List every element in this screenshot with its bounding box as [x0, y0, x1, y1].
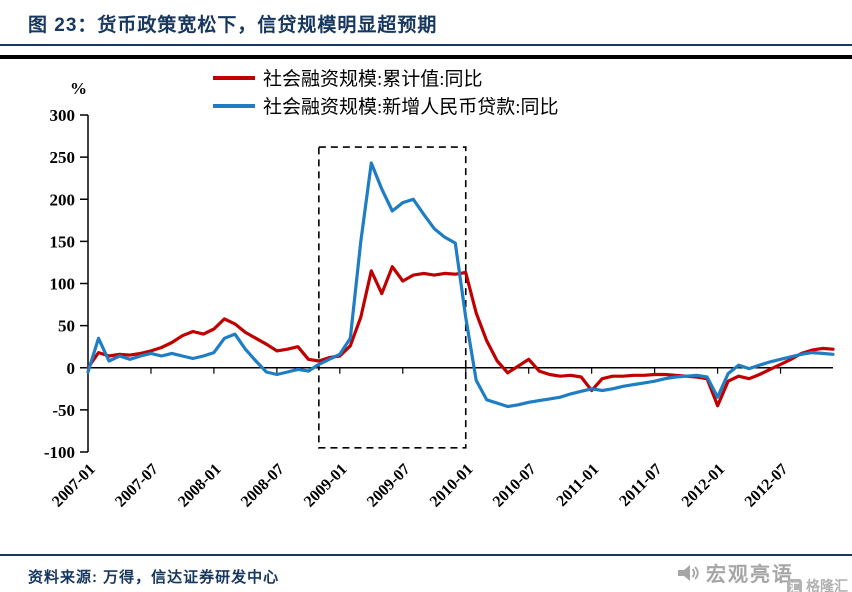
- chart-top-border: [0, 55, 852, 59]
- y-tick-label: -50: [52, 401, 75, 420]
- y-tick-label: 0: [67, 359, 76, 378]
- legend-label-blue: 社会融资规模:新增人民币贷款:同比: [263, 96, 559, 118]
- line-chart: 社会融资规模:累计值:同比 社会融资规模:新增人民币贷款:同比 % 300 250…: [44, 68, 835, 511]
- x-tick-label: 2010-07: [490, 461, 540, 511]
- series-line-1: [86, 161, 835, 409]
- highlight-box: [318, 146, 467, 449]
- x-tick-label: 2011-07: [616, 461, 665, 510]
- x-tick-label: 2010-01: [427, 461, 477, 511]
- title-divider: [0, 44, 852, 46]
- y-tick-label: 200: [50, 190, 76, 209]
- x-tick-label: 2012-01: [679, 461, 729, 511]
- y-tick-label: 150: [50, 232, 76, 251]
- y-tick-label: 300: [50, 106, 76, 125]
- x-tick-label: 2007-01: [49, 461, 99, 511]
- gelonghui-text: 格隆汇: [806, 578, 848, 592]
- y-tick-label: 50: [58, 317, 75, 336]
- gelonghui-icon: 汇: [787, 578, 802, 592]
- x-tick-label: 2011-01: [553, 461, 602, 510]
- legend-label-red: 社会融资规模:累计值:同比: [263, 68, 483, 90]
- y-tick-label: 250: [50, 148, 76, 167]
- watermark-text: 宏观亮语: [706, 564, 794, 586]
- y-axis-unit-label: %: [70, 79, 87, 98]
- speaker-icon: [677, 563, 699, 583]
- gelonghui-logo: 汇 格隆汇: [787, 576, 848, 592]
- x-tick-label: 2008-07: [238, 461, 288, 511]
- x-tick-label: 2007-07: [112, 461, 162, 511]
- y-tick-label: -100: [44, 443, 75, 462]
- figure-title: 图 23：货币政策宽松下，信贷规模明显超预期: [28, 15, 438, 36]
- y-tick-label: 100: [50, 275, 76, 294]
- watermark: 宏观亮语: [677, 558, 794, 587]
- x-tick-label: 2012-07: [742, 461, 792, 511]
- x-tick-label: 2008-01: [175, 461, 225, 511]
- source-note: 资料来源: 万得，信达证券研发中心: [28, 569, 280, 586]
- x-tick-label: 2009-07: [364, 461, 414, 511]
- x-tick-label: 2009-01: [301, 461, 351, 511]
- footer-divider: [0, 554, 852, 556]
